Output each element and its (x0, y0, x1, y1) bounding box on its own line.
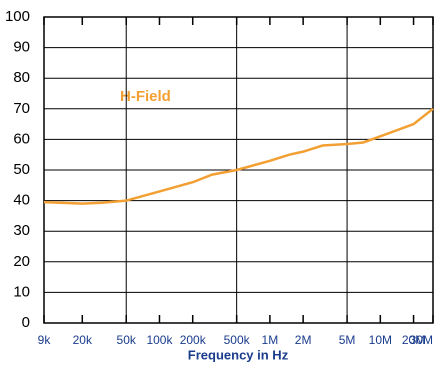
y-tick-label: 90 (13, 39, 30, 56)
y-tick-label: 60 (13, 130, 30, 147)
x-axis-label: Frequency in Hz (188, 347, 289, 362)
data-line (43, 107, 434, 205)
x-tick-label: 50k (117, 333, 137, 347)
x-tick-label: 2M (295, 333, 312, 347)
y-tick-label: 80 (13, 69, 30, 86)
x-tick-label: 500k (224, 333, 251, 347)
plot-frame (43, 16, 434, 324)
x-tick-label: 5M (339, 333, 356, 347)
y-tick-label: 10 (13, 283, 30, 300)
x-tick-label: 1M (262, 333, 279, 347)
y-tick-label: 0 (22, 314, 30, 331)
x-tick-label: 100k (146, 333, 173, 347)
x-tick-label: 10M (369, 333, 392, 347)
y-tick-label: 30 (13, 222, 30, 239)
annotation: H-Field (120, 88, 171, 105)
y-tick-label: 40 (13, 192, 30, 209)
x-tick-label: 20k (73, 333, 93, 347)
y-tick-label: 70 (13, 100, 30, 117)
x-tick-label: 30M (410, 333, 433, 347)
x-tick-label: 9k (38, 333, 52, 347)
x-tick-label: 200k (180, 333, 207, 347)
y-tick-label: 50 (13, 161, 30, 178)
y-tick-label: 100 (5, 8, 30, 25)
y-tick-label: 20 (13, 253, 30, 270)
x-tick-label: 20M (402, 333, 425, 347)
